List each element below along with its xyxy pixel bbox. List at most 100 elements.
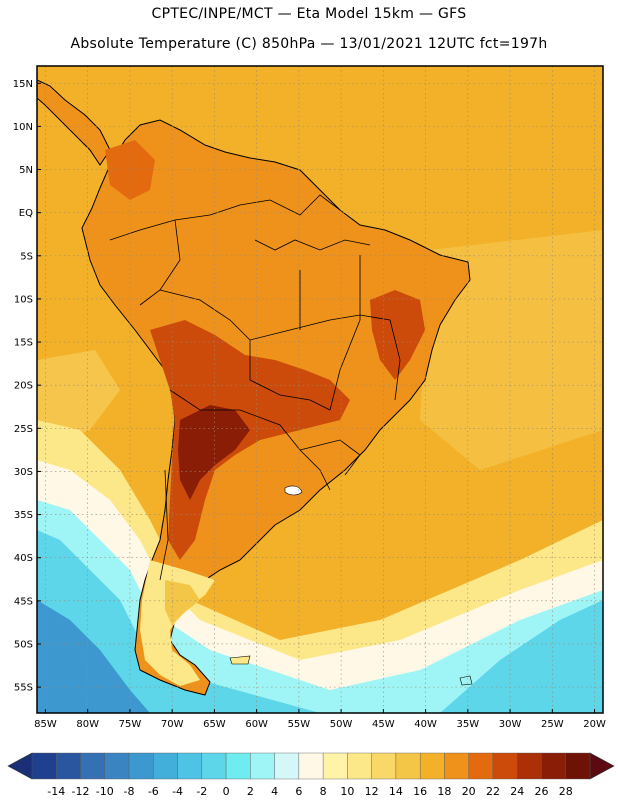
hottest-core-region	[178, 405, 250, 500]
colorbar-swatch	[250, 752, 275, 780]
colorbar-label: -14	[47, 785, 65, 798]
lat-tick-label: EQ	[19, 208, 33, 219]
colorbar-label: 0	[223, 785, 230, 798]
lat-tick-label: 5S	[20, 251, 33, 262]
colorbar-label: 20	[462, 785, 476, 798]
colorbar-swatch	[468, 752, 494, 780]
colorbar-swatch	[371, 752, 397, 780]
lat-tick-label: 40S	[14, 553, 33, 564]
lat-tick-label: 15S	[14, 338, 33, 349]
lat-tick-label: 45S	[14, 596, 33, 607]
lagoa-dos-patos	[284, 485, 303, 496]
colorbar-swatch	[274, 752, 300, 780]
coldest-band-southwest	[37, 600, 150, 713]
colorbar-swatch	[395, 752, 421, 780]
border-peru-brazil	[139, 219, 181, 306]
colorbar-label: 8	[320, 785, 327, 798]
colorbar-label: 26	[534, 785, 548, 798]
colorbar-label: 18	[437, 785, 451, 798]
patagonia-cool-region	[140, 560, 215, 686]
colorbar-swatch	[419, 752, 445, 780]
lat-tick-label: 55S	[14, 683, 33, 694]
hot-northeast-region	[370, 290, 425, 380]
lon-tick-label: 75W	[119, 719, 142, 730]
lat-tick-label: 50S	[14, 639, 33, 650]
colorbar-label: 12	[365, 785, 379, 798]
south-georgia-island	[459, 675, 473, 686]
border-brazil-states-1	[249, 314, 391, 341]
colorbar-swatch	[225, 752, 251, 780]
border-brazil-states-4	[389, 319, 401, 401]
lon-tick-label: 70W	[161, 719, 184, 730]
colorbar-label: -10	[96, 785, 114, 798]
lat-tick-label: 5N	[19, 165, 33, 176]
colorbar-label: 16	[413, 785, 427, 798]
border-venezuela-guianas	[239, 194, 341, 216]
colorbar-label: 4	[271, 785, 278, 798]
latitude-axis: 15N 10N 5N EQ 5S 10S 15S 20S 25S 30S 35S 40S 45S 50S 5…	[13, 79, 41, 694]
border-brazil-north	[254, 239, 371, 251]
lat-tick-label: 30S	[14, 467, 33, 478]
colorbar-label: -6	[148, 785, 159, 798]
central-america-landmass	[37, 79, 111, 166]
temperature-field	[37, 79, 603, 713]
cold-band-east	[440, 600, 603, 713]
longitude-axis: 85W 80W 75W 70W 65W 60W 55W 50W 45W 40W 35W 30W 25W 2…	[34, 709, 606, 730]
colorbar-swatch	[104, 752, 130, 780]
colorbar-label: 22	[486, 785, 500, 798]
colorbar-swatch	[56, 752, 81, 780]
colorbar-label: 24	[510, 785, 524, 798]
lon-tick-label: 25W	[541, 719, 564, 730]
colorbar-swatch	[541, 752, 566, 780]
lon-tick-label: 30W	[499, 719, 522, 730]
colorbar-label: -12	[72, 785, 90, 798]
lat-tick-label: 15N	[13, 79, 33, 90]
colorbar-label: -4	[172, 785, 183, 798]
colorbar-swatch	[565, 752, 591, 780]
colorbar-swatch	[492, 752, 518, 780]
colorbar: -14 -12 -10 -8 -6 -4 -2 0 2 4 6 8 10 12 14 16 18 20 22 24 26…	[7, 752, 615, 798]
colorbar-label: 10	[340, 785, 354, 798]
lon-tick-label: 50W	[330, 719, 353, 730]
falkland-islands	[229, 655, 251, 665]
border-uruguay	[299, 439, 361, 476]
colorbar-max-arrow	[589, 752, 615, 780]
colorbar-swatch	[201, 752, 227, 780]
border-paraguay	[249, 379, 331, 411]
colorbar-swatch	[31, 752, 57, 780]
lat-tick-label: 10S	[14, 294, 33, 305]
colorbar-swatch	[347, 752, 372, 780]
country-borders	[109, 194, 401, 581]
lat-tick-label: 20S	[14, 381, 33, 392]
lat-tick-label: 10N	[13, 122, 33, 133]
colorbar-min-arrow	[7, 752, 33, 780]
lon-tick-label: 55W	[288, 719, 311, 730]
hot-interior-region	[150, 320, 350, 560]
colorbar-label: -8	[124, 785, 135, 798]
lon-tick-label: 40W	[414, 719, 437, 730]
lon-tick-label: 35W	[457, 719, 480, 730]
lon-tick-label: 80W	[76, 719, 99, 730]
lat-tick-label: 35S	[14, 510, 33, 521]
colorbar-label: 6	[295, 785, 302, 798]
colorbar-label: 2	[247, 785, 254, 798]
map-title-line-2: Absolute Temperature (C) 850hPa — 13/01/…	[70, 36, 548, 52]
colorbar-swatch	[153, 752, 178, 780]
lon-tick-label: 85W	[34, 719, 57, 730]
lon-tick-label: 65W	[203, 719, 226, 730]
colorbar-swatch	[298, 752, 324, 780]
map-frame	[36, 65, 604, 714]
colorbar-label: 14	[389, 785, 403, 798]
lat-tick-label: 25S	[14, 424, 33, 435]
colorbar-swatch	[444, 752, 469, 780]
colorbar-swatch	[177, 752, 203, 780]
border-argentina	[169, 389, 331, 491]
colorbar-swatch	[128, 752, 154, 780]
colorbar-swatch	[322, 752, 348, 780]
colorbar-swatch	[80, 752, 105, 780]
colorbar-label: 28	[559, 785, 573, 798]
ocean-warm-band-east	[420, 230, 603, 470]
border-brazil-states-3	[329, 255, 361, 411]
border-bolivia	[159, 289, 251, 380]
colorbar-swatch	[517, 752, 542, 780]
